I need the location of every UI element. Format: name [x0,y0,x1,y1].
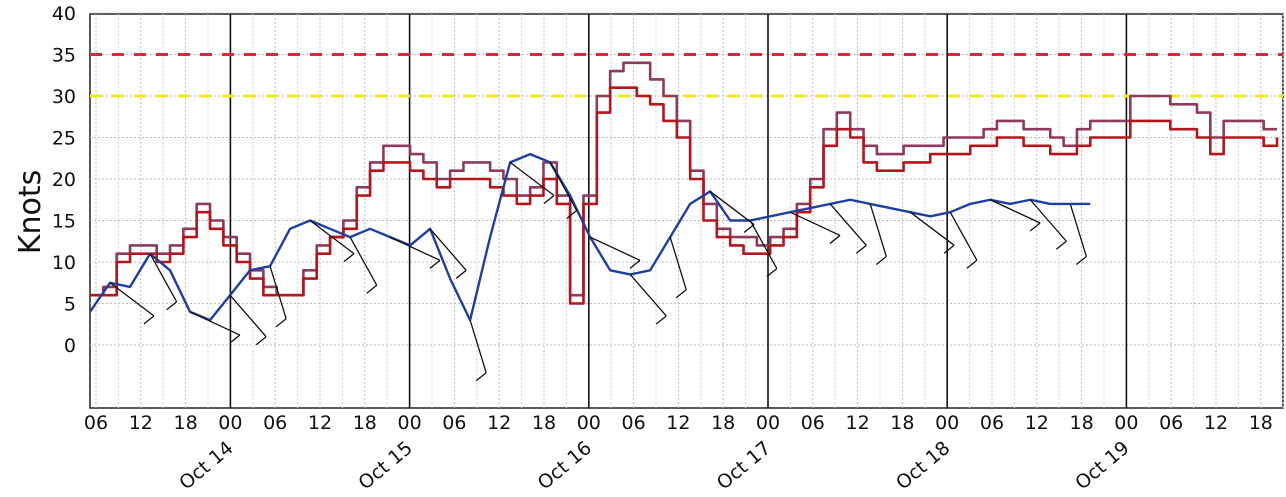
wind-barb-feather [655,315,667,325]
wind-barb-feather [475,372,487,382]
wind-barb-feather [543,194,555,205]
wind-barb-staff [949,211,978,261]
x-tick-label: 18 [174,412,198,434]
wind-barb-feather [1029,222,1041,232]
y-tick-label: 20 [52,169,76,191]
x-tick-label: 12 [1204,412,1228,434]
wind-barb-feather [875,255,887,266]
wind-barb-feather [143,315,155,325]
y-tick-label: 35 [52,45,76,67]
wind-barb-feather [1055,240,1067,250]
x-tick-label: 12 [666,412,690,434]
y-tick-label: 10 [52,252,76,274]
wind-barb-staff [709,190,755,226]
y-tick-label: 15 [52,211,76,233]
wind-barb-feather [275,318,287,328]
wind-barb-feather [855,244,867,254]
x-tick-label: 12 [487,412,511,434]
y-tick-label: 40 [52,3,76,25]
wind-barb-feather [629,259,641,269]
gust-line [90,86,1279,305]
x-tick-label: 12 [846,412,870,434]
wind-barb-staff [629,274,667,317]
wind-barb-staff [789,211,841,237]
wind-barb-staff [549,162,578,211]
x-tick-label: 18 [711,412,735,434]
wind-barb-feather [255,336,267,346]
wind-barb-staff [349,236,378,286]
x-tick-label: 06 [622,412,646,434]
wind-barb-feather [566,209,578,220]
wind-barb-feather [1075,255,1087,266]
x-tick-label: 18 [1070,412,1094,434]
wind-barb-feather [966,259,978,269]
wind-barb-staff [229,294,267,338]
x-tick-label: 00 [398,412,422,434]
wind-barb-staff [109,282,155,317]
wind-barb-feather [229,334,241,344]
wind-barb-feather [943,244,955,254]
y-tick-label: 5 [64,294,76,316]
x-tick-label: 12 [129,412,153,434]
wind-barb-staff [189,311,241,336]
wind-barb-staff [989,199,1041,224]
y-tick-label: 0 [64,335,76,357]
wind-barb-staff [829,203,867,246]
x-tick-label: 06 [1159,412,1183,434]
y-tick-label: 30 [52,86,76,108]
wind-barb-feather [455,269,467,279]
wind-barb-staff [429,228,467,271]
wind-barb-staff [749,220,778,269]
wind-barb-staff [1069,203,1087,257]
wind-barb-staff [509,161,555,197]
wind-barb-staff [869,203,887,257]
wind-barb-feather [675,289,687,299]
wind-barb-staff [309,219,355,255]
x-tick-label: 06 [801,412,825,434]
wind-barb-staff [1029,199,1067,242]
wind-barb-feather [366,284,378,294]
wind-barb-feather [829,234,841,244]
x-tick-label: 18 [353,412,377,434]
x-tick-label: 06 [980,412,1004,434]
wind-barb-staff [909,211,955,246]
x-tick-label: 00 [1114,412,1138,434]
wind-barb-staff [589,236,641,261]
y-axis-label: Knots [13,170,48,254]
x-tick-label: 18 [890,412,914,434]
wind-barb-feather [429,259,441,269]
x-tick-label: 06 [84,412,108,434]
wind-barb-feather [166,301,178,311]
y-tick-label: 25 [52,128,76,150]
wind-barb-staff [669,236,687,290]
x-tick-label: 00 [577,412,601,434]
wind-barb-feather [343,253,355,263]
x-tick-label: 18 [532,412,556,434]
x-tick-label: 12 [308,412,332,434]
x-tick-label: 06 [263,412,287,434]
x-tick-label: 00 [935,412,959,434]
x-tick-label: 06 [442,412,466,434]
x-tick-label: 00 [218,412,242,434]
x-tick-label: 00 [756,412,780,434]
x-tick-label: 12 [1025,412,1049,434]
wind-barb-staff [149,253,178,303]
wind-barb-feather [766,268,778,278]
wind-barb-staff [269,265,287,319]
wind-barb-staff [469,319,487,373]
x-tick-label: 18 [1249,412,1273,434]
wind-barb-staff [389,236,441,261]
